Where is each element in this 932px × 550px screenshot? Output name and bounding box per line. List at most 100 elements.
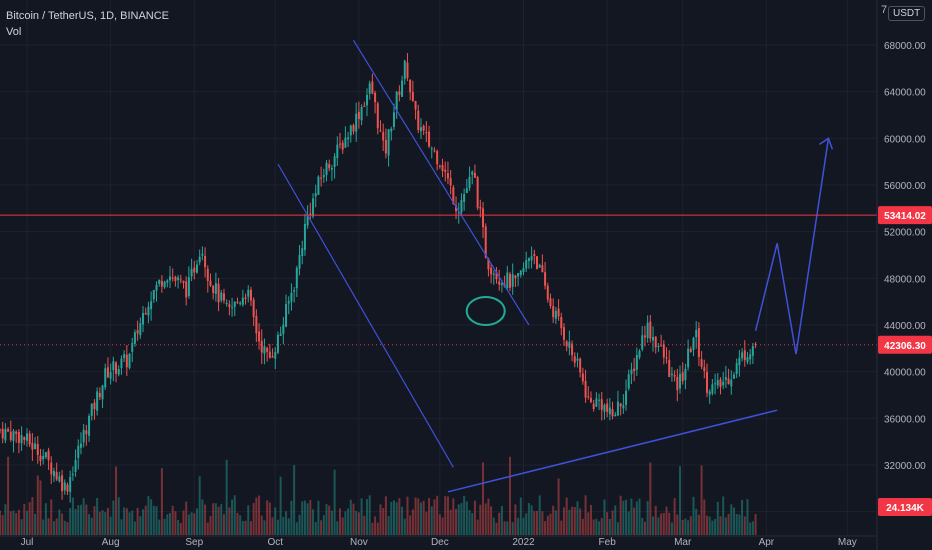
candle bbox=[17, 429, 20, 454]
volume-bar bbox=[419, 502, 422, 535]
candle-body bbox=[576, 358, 579, 361]
candle bbox=[69, 470, 72, 503]
price-tick-label: 64000.00 bbox=[884, 88, 926, 99]
candle-body bbox=[487, 258, 490, 270]
candle bbox=[411, 80, 414, 103]
volume-bar bbox=[9, 511, 12, 535]
candle-body bbox=[476, 177, 479, 208]
volume-bar bbox=[449, 509, 452, 535]
candle-body bbox=[330, 168, 333, 170]
candle-body bbox=[711, 384, 714, 394]
candle bbox=[749, 348, 752, 365]
currency-button[interactable]: USDT bbox=[888, 6, 926, 21]
candle bbox=[139, 317, 142, 339]
volume-bar bbox=[303, 500, 306, 535]
candle bbox=[436, 149, 439, 171]
volume-bar bbox=[600, 518, 603, 535]
volume-label[interactable]: Vol bbox=[6, 26, 22, 38]
candle-body bbox=[428, 131, 431, 147]
candle-body bbox=[279, 333, 282, 337]
candle bbox=[490, 264, 493, 284]
volume-bar bbox=[514, 504, 517, 535]
candle-body bbox=[611, 409, 614, 417]
candle bbox=[384, 128, 387, 159]
candle-body bbox=[468, 176, 471, 189]
candle-body bbox=[101, 385, 104, 400]
candle-body bbox=[117, 369, 120, 375]
volume-bar bbox=[147, 496, 150, 535]
volume-bar bbox=[560, 520, 563, 535]
candle-body bbox=[527, 258, 530, 262]
volume-bar bbox=[649, 462, 652, 535]
candle-body bbox=[654, 336, 657, 348]
volume-bar bbox=[28, 502, 31, 535]
channel-upper-line bbox=[352, 40, 530, 326]
candle bbox=[387, 128, 390, 167]
candle-body bbox=[44, 452, 47, 458]
volume-bar bbox=[562, 507, 565, 535]
candle bbox=[673, 370, 676, 382]
candle-body bbox=[120, 358, 123, 369]
volume-bar bbox=[487, 498, 490, 535]
candle bbox=[328, 159, 331, 172]
candle-body bbox=[519, 270, 522, 276]
candle bbox=[241, 289, 244, 307]
volume-bar bbox=[90, 517, 93, 535]
volume-bar bbox=[279, 476, 282, 535]
candle-body bbox=[363, 105, 366, 107]
volume-bar bbox=[722, 496, 725, 535]
volume-bar bbox=[379, 504, 382, 535]
volume-bar bbox=[220, 504, 223, 535]
candle bbox=[390, 126, 393, 141]
candle-body bbox=[144, 313, 147, 315]
candle-body bbox=[500, 283, 503, 286]
volume-bar bbox=[568, 509, 571, 535]
candle bbox=[236, 297, 239, 304]
volume-bar bbox=[436, 495, 439, 535]
candle-body bbox=[414, 101, 417, 110]
candle bbox=[349, 124, 352, 143]
candle-body bbox=[61, 475, 64, 492]
candle bbox=[93, 399, 96, 420]
candle bbox=[438, 164, 441, 169]
volume-bar bbox=[341, 517, 344, 535]
volume-bar bbox=[217, 506, 220, 535]
candle bbox=[414, 100, 417, 120]
volume-bar bbox=[414, 497, 417, 535]
symbol-title[interactable]: Bitcoin / TetherUS, 1D, BINANCE bbox=[6, 10, 170, 22]
candle bbox=[25, 428, 28, 447]
volume-bar bbox=[571, 506, 574, 535]
candle-body bbox=[69, 476, 72, 493]
volume-bar bbox=[630, 498, 633, 535]
candle-body bbox=[595, 398, 598, 407]
candle-body bbox=[568, 341, 571, 348]
candle bbox=[276, 331, 279, 355]
candle bbox=[333, 153, 336, 179]
candle-body bbox=[479, 206, 482, 209]
candle-body bbox=[198, 256, 201, 263]
candle bbox=[457, 202, 460, 224]
candle-body bbox=[638, 350, 641, 358]
horizontal-line-price-badge-bg bbox=[878, 206, 932, 225]
candle-body bbox=[355, 113, 358, 132]
candle bbox=[714, 373, 717, 395]
volume-bar bbox=[441, 517, 444, 535]
volume-bar bbox=[190, 512, 193, 535]
candle bbox=[374, 90, 377, 114]
volume-bar bbox=[576, 501, 579, 535]
candle bbox=[320, 166, 323, 187]
candle bbox=[217, 277, 220, 312]
candle-body bbox=[12, 431, 15, 441]
candle bbox=[71, 466, 74, 481]
volume-bar bbox=[668, 512, 671, 535]
volume-bar bbox=[460, 503, 463, 535]
volume-bar bbox=[665, 506, 668, 535]
candle-body bbox=[557, 308, 560, 317]
candle-body bbox=[236, 302, 239, 304]
volume-bar bbox=[484, 503, 487, 535]
volume-bar bbox=[587, 512, 590, 535]
candle bbox=[360, 104, 363, 126]
candle-body bbox=[190, 268, 193, 277]
candle-body bbox=[314, 193, 317, 197]
